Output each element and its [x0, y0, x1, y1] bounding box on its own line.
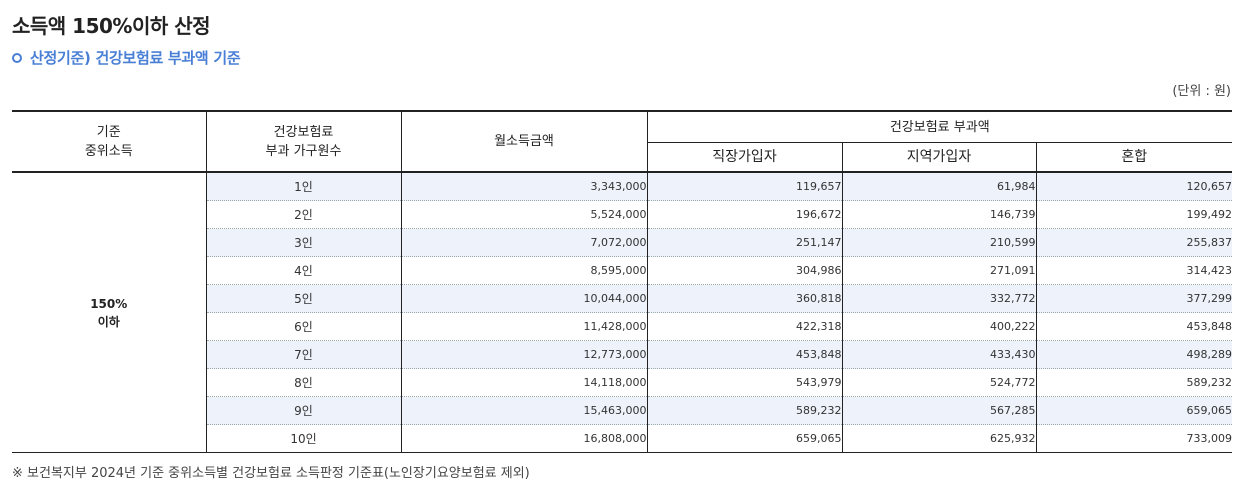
- household-cell: 3인: [206, 228, 402, 257]
- header-median-line1: 기준: [96, 124, 121, 140]
- table-row: 10인 16,808,000 659,065 625,932 733,009: [12, 424, 1232, 453]
- table-row: 9인 15,463,000 589,232 567,285 659,065: [12, 396, 1232, 425]
- regional-cell: 271,091: [842, 256, 1037, 285]
- regional-cell: 567,285: [842, 396, 1037, 425]
- employee-cell: 251,147: [647, 228, 843, 257]
- table-row: 5인 10,044,000 360,818 332,772 377,299: [12, 284, 1232, 313]
- income-cell: 8,595,000: [401, 256, 648, 285]
- header-mixed: 혼합: [1035, 142, 1232, 173]
- mixed-cell: 199,492: [1036, 200, 1232, 229]
- household-cell: 6인: [206, 312, 402, 341]
- header-median: 기준 중위소득: [12, 110, 207, 173]
- circle-bullet-icon: [12, 52, 22, 63]
- header-regional: 지역가입자: [841, 142, 1037, 173]
- income-cell: 10,044,000: [401, 284, 648, 313]
- header-premium-group: 건강보험료 부과액: [646, 110, 1232, 143]
- header-median-line2: 중위소득: [84, 143, 133, 159]
- mixed-cell: 659,065: [1036, 396, 1232, 425]
- employee-cell: 304,986: [647, 256, 843, 285]
- table-row: 2인 5,524,000 196,672 146,739 199,492: [12, 200, 1232, 229]
- regional-cell: 625,932: [842, 424, 1037, 453]
- regional-cell: 61,984: [842, 172, 1037, 201]
- income-cell: 5,524,000: [401, 200, 648, 229]
- mixed-cell: 314,423: [1036, 256, 1232, 285]
- table-row: 8인 14,118,000 543,979 524,772 589,232: [12, 368, 1232, 397]
- header-household-line2: 부과 가구원수: [265, 143, 342, 159]
- mixed-cell: 733,009: [1036, 424, 1232, 453]
- regional-cell: 524,772: [842, 368, 1037, 397]
- employee-cell: 422,318: [647, 312, 843, 341]
- household-cell: 10인: [206, 424, 402, 453]
- income-cell: 15,463,000: [401, 396, 648, 425]
- household-cell: 8인: [206, 368, 402, 397]
- household-cell: 2인: [206, 200, 402, 229]
- mixed-cell: 255,837: [1036, 228, 1232, 257]
- header-income: 월소득금액: [400, 110, 648, 173]
- regional-cell: 332,772: [842, 284, 1037, 313]
- table-row: 6인 11,428,000 422,318 400,222 453,848: [12, 312, 1232, 341]
- median-line2: 이하: [97, 314, 120, 329]
- regional-cell: 146,739: [842, 200, 1037, 229]
- subtitle-text: 산정기준) 건강보험료 부과액 기준: [30, 49, 241, 67]
- mixed-cell: 377,299: [1036, 284, 1232, 313]
- employee-cell: 589,232: [647, 396, 843, 425]
- employee-cell: 659,065: [647, 424, 843, 453]
- income-cell: 14,118,000: [401, 368, 648, 397]
- income-cell: 12,773,000: [401, 340, 648, 369]
- section-subtitle: 산정기준) 건강보험료 부과액 기준: [12, 47, 241, 68]
- employee-cell: 119,657: [647, 172, 843, 201]
- table-row: 150% 이하 1인 3,343,000 119,657 61,984 120,…: [12, 172, 1232, 453]
- header-household-line1: 건강보험료: [273, 124, 334, 140]
- table-row: 7인 12,773,000 453,848 433,430 498,289: [12, 340, 1232, 369]
- table-row: 4인 8,595,000 304,986 271,091 314,423: [12, 256, 1232, 285]
- median-cell: 150% 이하: [12, 172, 207, 453]
- employee-cell: 360,818: [647, 284, 843, 313]
- mixed-cell: 498,289: [1036, 340, 1232, 369]
- premium-table: 기준 중위소득 건강보험료 부과 가구원수 월소득금액 건강보험료 부과액 직장…: [12, 110, 1232, 453]
- employee-cell: 453,848: [647, 340, 843, 369]
- table-row: 3인 7,072,000 251,147 210,599 255,837: [12, 228, 1232, 257]
- mixed-cell: 589,232: [1036, 368, 1232, 397]
- footnote: ※ 보건복지부 2024년 기준 중위소득별 건강보험료 소득판정 기준표(노인…: [12, 466, 530, 481]
- income-cell: 7,072,000: [401, 228, 648, 257]
- unit-label: (단위 : 원): [1172, 84, 1231, 99]
- household-cell: 9인: [206, 396, 402, 425]
- mixed-cell: 453,848: [1036, 312, 1232, 341]
- income-cell: 11,428,000: [401, 312, 648, 341]
- header-household: 건강보험료 부과 가구원수: [205, 110, 402, 173]
- header-employee: 직장가입자: [646, 142, 843, 173]
- income-cell: 3,343,000: [401, 172, 648, 201]
- employee-cell: 196,672: [647, 200, 843, 229]
- income-cell: 16,808,000: [401, 424, 648, 453]
- household-cell: 1인: [206, 172, 402, 201]
- household-cell: 4인: [206, 256, 402, 285]
- household-cell: 5인: [206, 284, 402, 313]
- median-line1: 150%: [90, 296, 128, 311]
- household-cell: 7인: [206, 340, 402, 369]
- page-title: 소득액 150%이하 산정: [12, 14, 211, 38]
- regional-cell: 433,430: [842, 340, 1037, 369]
- regional-cell: 400,222: [842, 312, 1037, 341]
- mixed-cell: 120,657: [1036, 172, 1232, 201]
- employee-cell: 543,979: [647, 368, 843, 397]
- regional-cell: 210,599: [842, 228, 1037, 257]
